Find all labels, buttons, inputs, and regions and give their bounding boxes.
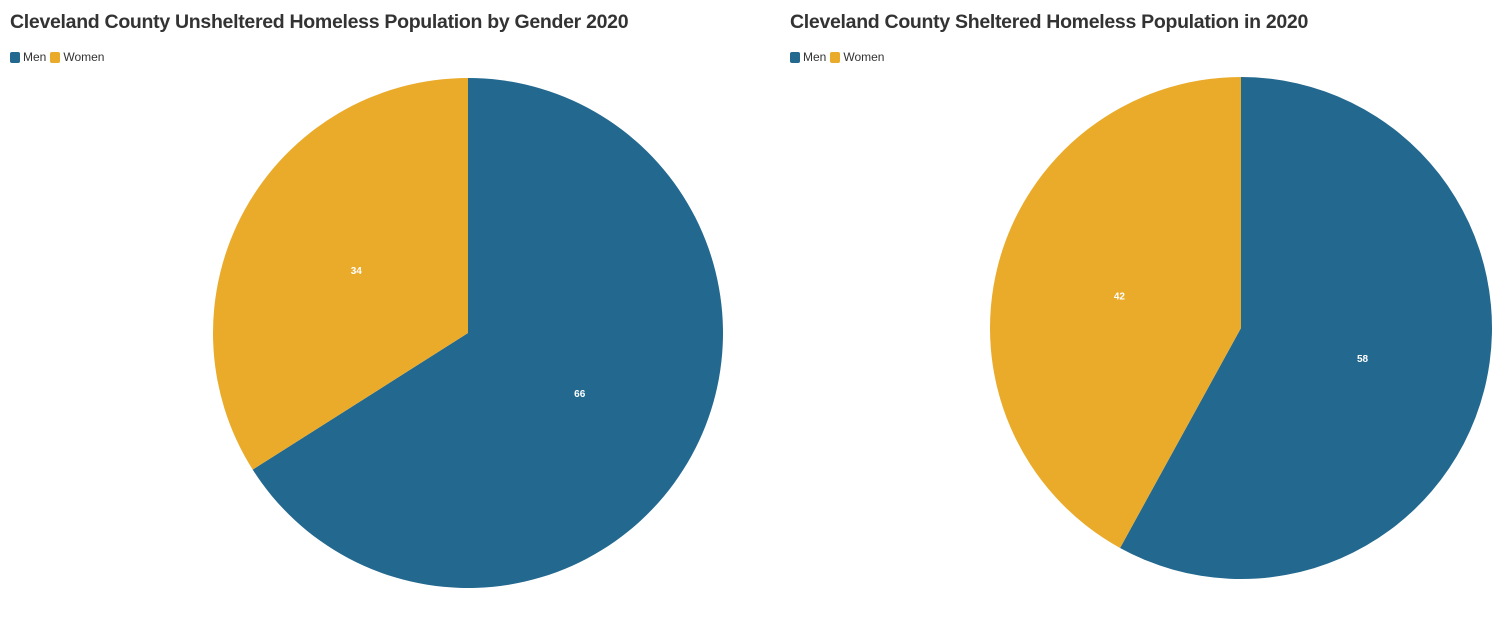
legend-item-men[interactable]: Men [10, 50, 46, 64]
slice-label-men: 58 [1357, 354, 1369, 365]
legend-swatch-women [830, 51, 841, 63]
slice-label-men: 66 [574, 389, 586, 400]
legend-item-women[interactable]: Women [50, 50, 104, 64]
sheltered-chart-panel: Cleveland County Sheltered Homeless Popu… [780, 0, 1498, 622]
pie-chart: 66 34 [213, 78, 723, 588]
chart-title: Cleveland County Unsheltered Homeless Po… [10, 11, 629, 33]
pie-slice-women[interactable] [213, 78, 468, 470]
pie-slice-men[interactable] [252, 78, 723, 588]
chart-title: Cleveland County Sheltered Homeless Popu… [790, 11, 1309, 33]
pie-chart: 58 42 [989, 77, 1492, 579]
slice-label-women: 42 [1114, 291, 1126, 302]
legend-label-women: Women [843, 50, 885, 64]
legend-item-women[interactable]: Women [830, 50, 884, 64]
legend-swatch-men [10, 51, 20, 63]
pie-slice-men[interactable] [1120, 77, 1492, 579]
legend-label-women: Women [63, 50, 105, 64]
slice-label-women: 34 [351, 266, 363, 277]
legend-swatch-men [790, 51, 800, 63]
unsheltered-chart-panel: Cleveland County Unsheltered Homeless Po… [10, 11, 723, 588]
legend: Men Women [790, 50, 888, 64]
legend-label-men: Men [803, 50, 827, 64]
legend-swatch-women [50, 51, 61, 63]
legend-item-men[interactable]: Men [790, 50, 826, 64]
pie-slice-women[interactable] [989, 77, 1241, 548]
legend-label-men: Men [23, 50, 47, 64]
legend: Men Women [10, 50, 108, 64]
